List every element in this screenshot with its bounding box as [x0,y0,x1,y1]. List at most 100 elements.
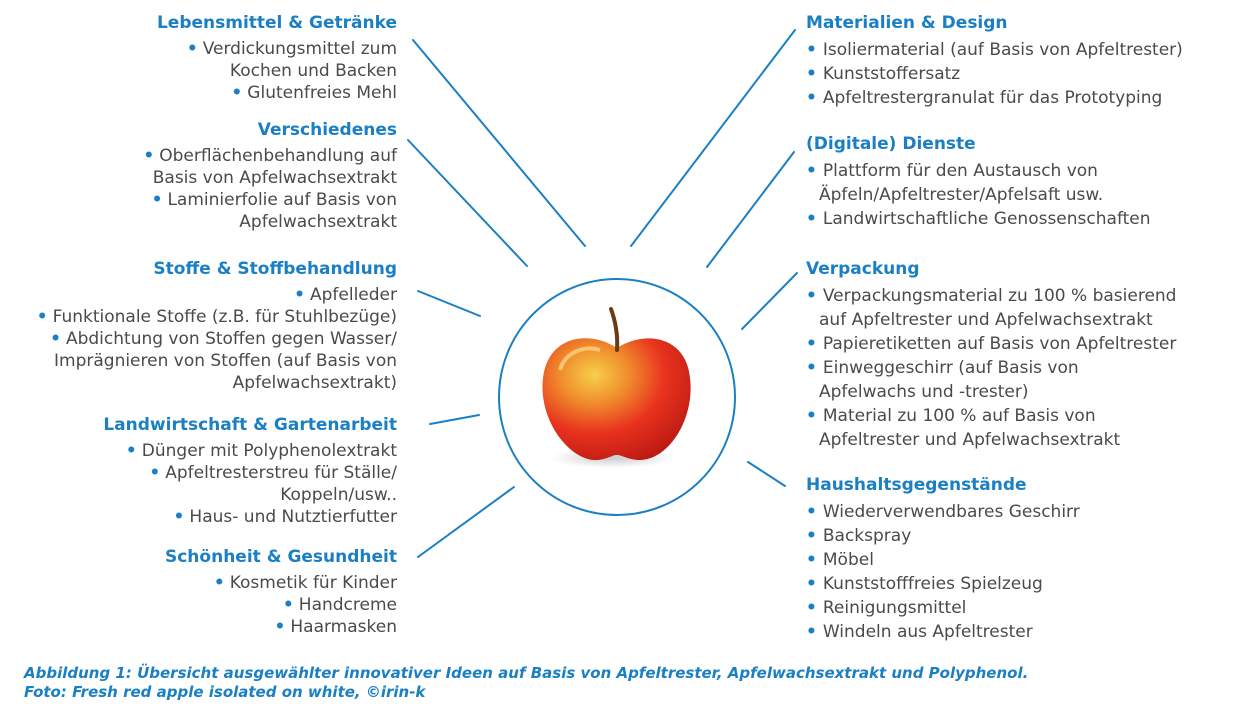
category-item-list: • Isoliermaterial (auf Basis von Apfeltre… [806,38,1183,110]
list-item-text: Möbel [822,550,874,570]
list-item-text: Abdichtung von Stoffen gegen Wasser/ [65,329,397,349]
list-item: • Verpackungsmaterial zu 100 % basierend a… [806,284,1176,332]
list-item: • Glutenfreies Mehl [157,82,397,104]
bullet-icon: • [151,190,163,210]
list-item-text: Apfeltrester und Apfelwachsextrakt [819,430,1121,450]
bullet-icon: • [125,441,137,461]
list-item-text: Haarmasken [290,617,397,637]
list-item: • Apfeltrestergranulat für das Prototypin… [806,86,1183,110]
category-item-list: • Verpackungsmaterial zu 100 % basierend a… [806,284,1176,452]
list-item-text: Plattform für den Austausch von [822,161,1098,181]
list-item-text: Verdickungsmittel zum [202,39,397,59]
connector-line [630,29,796,247]
list-item: • Reinigungsmittel [806,596,1080,620]
category-block-landwirtschaft-gartenarbeit: Landwirtschaft & Gartenarbeit • Dünger mit… [103,414,397,528]
list-item: • Kosmetik für Kinder [165,572,397,594]
category-item-list: • Apfelleder • Funktionale Stoffe (z.B. für… [37,284,397,394]
list-item-text: Haus- und Nutztierfutter [189,507,397,527]
bullet-icon: • [806,334,817,354]
bullet-icon: • [36,307,48,327]
list-item-text: Kosmetik für Kinder [229,573,397,593]
list-item: • Landwirtschaftliche Genossenschaften [806,207,1151,231]
list-item: • Wiederverwendbares Geschirr [806,500,1080,524]
connector-line [417,290,481,317]
category-item-list: • Oberflächenbehandlung auf Basis von Apfe… [143,145,397,233]
figure-caption: Abbildung 1: Übersicht ausgewählter inno… [24,664,1028,702]
bullet-icon: • [806,406,817,426]
list-item-text: Reinigungsmittel [822,598,967,618]
list-item: • Einweggeschirr (auf Basis von Apfelwachs… [806,356,1176,404]
category-block-haushaltsgegenstände: Haushaltsgegenstände • Wiederverwendbares … [806,474,1080,644]
list-item: • Isoliermaterial (auf Basis von Apfeltre… [806,38,1183,62]
category-block-materialien-design: Materialien & Design • Isoliermaterial (au… [806,12,1183,110]
bullet-icon: • [806,622,817,642]
list-item: • Laminierfolie auf Basis von Apfelwachsex… [143,189,397,233]
bullet-icon: • [806,598,817,618]
category-heading: Verpackung [806,259,920,279]
bullet-icon: • [143,146,155,166]
caption-line-2: Foto: Fresh red apple isolated on white,… [24,683,426,701]
list-item: • Oberflächenbehandlung auf Basis von Apfe… [143,145,397,189]
list-item-text: Isoliermaterial (auf Basis von Apfeltres… [822,40,1183,60]
list-item-text: Material zu 100 % auf Basis von [822,406,1096,426]
list-item: • Windeln aus Apfeltrester [806,620,1080,644]
list-item: • Kunststofffreies Spielzeug [806,572,1080,596]
bullet-icon: • [50,329,61,349]
bullet-icon: • [806,502,817,522]
list-item-text: auf Apfeltrester und Apfelwachsextrakt [819,310,1153,330]
list-item-text: Kochen und Backen [229,61,397,81]
list-item: • Papieretiketten auf Basis von Apfeltres… [806,332,1176,356]
list-item: • Verdickungsmittel zum Kochen und Backen [157,38,397,82]
category-heading: Materialien & Design [806,13,1008,33]
connector-line [417,486,515,558]
bullet-icon: • [806,574,817,594]
apple-photo [542,307,691,468]
category-heading: Lebensmittel & Getränke [156,13,397,33]
list-item: • Funktionale Stoffe (z.B. für Stuhlbezüg… [37,306,397,328]
bullet-icon: • [173,507,185,527]
list-item-text: Apfeltrestergranulat für das Prototyping [822,88,1163,108]
category-heading: (Digitale) Dienste [806,134,976,154]
list-item-text: Backspray [822,526,912,546]
list-item: • Apfeltresterstreu für Ställe/Koppeln/us… [103,462,397,506]
bullet-icon: • [806,161,817,181]
bullet-icon: • [231,83,243,103]
category-item-list: • Kosmetik für Kinder • Handcreme • Haarmaske… [165,572,397,638]
bullet-icon: • [806,286,817,306]
category-block-verpackung: Verpackung • Verpackungsmaterial zu 100 % … [806,258,1176,452]
list-item: • Dünger mit Polyphenolextrakt [103,440,397,462]
category-block-stoffe-stoffbehandlung: Stoffe & Stoffbehandlung • Apfelleder • Funk… [37,258,397,394]
list-item: • Plattform für den Austausch von Äpfeln/A… [806,159,1151,207]
list-item: • Material zu 100 % auf Basis von Apfeltre… [806,404,1176,452]
list-item-text: Glutenfreies Mehl [247,83,397,103]
list-item-text: Äpfeln/Apfeltrester/Apfelsaft usw. [819,185,1104,205]
list-item: • Abdichtung von Stoffen gegen Wasser/Imp… [37,328,397,394]
list-item-text: Kunststoffersatz [822,64,961,84]
list-item-text: Apfelwachsextrakt) [232,373,397,393]
connector-line [407,139,528,267]
bullet-icon: • [806,550,817,570]
list-item-text: Basis von Apfelwachsextrakt [152,168,397,188]
list-item-text: Koppeln/usw.. [280,485,397,505]
category-heading: Schönheit & Gesundheit [164,547,397,567]
category-heading: Verschiedenes [257,120,397,140]
list-item-text: Papieretiketten auf Basis von Apfeltrest… [822,334,1177,354]
connector-line [747,461,786,487]
list-item-text: Dünger mit Polyphenolextrakt [141,441,397,461]
connector-line [429,414,480,425]
list-item: • Kunststoffersatz [806,62,1183,86]
connector-line [412,39,586,247]
list-item: • Möbel [806,548,1080,572]
list-item: • Apfelleder [37,284,397,306]
list-item-text: Apfelwachsextrakt [239,212,397,232]
list-item-text: Laminierfolie auf Basis von [167,190,397,210]
connector-line [706,151,795,268]
list-item-text: Handcreme [298,595,397,615]
category-block-digitale-dienste: (Digitale) Dienste • Plattform für den Aus… [806,133,1151,231]
category-item-list: • Plattform für den Austausch von Äpfeln/A… [806,159,1151,231]
list-item-text: Landwirtschaftliche Genossenschaften [822,209,1151,229]
list-item-text: Oberflächenbehandlung auf [159,146,397,166]
list-item-text: Apfeltresterstreu für Ställe/ [165,463,397,483]
bullet-icon: • [806,358,817,378]
category-block-lebensmittel-getränke: Lebensmittel & Getränke • Verdickungsmitte… [157,12,397,104]
